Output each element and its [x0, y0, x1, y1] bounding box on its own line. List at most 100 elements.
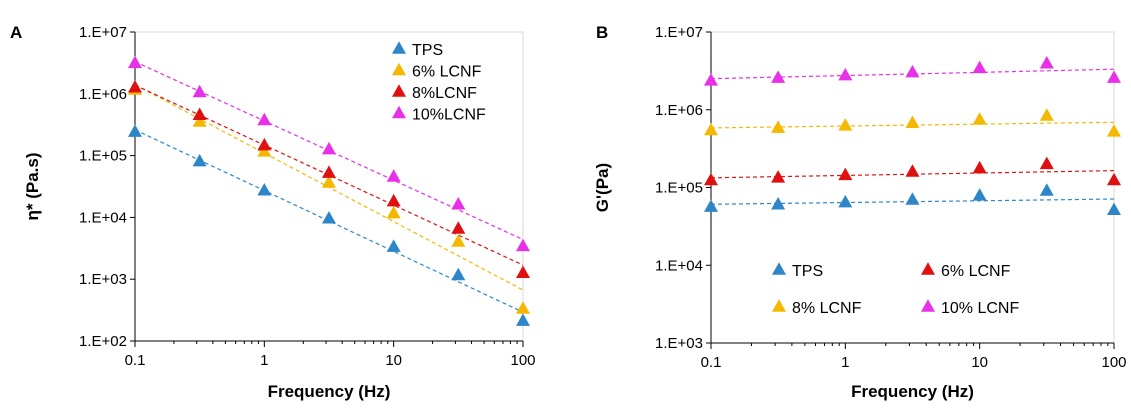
- y-tick-label: 1.E+06: [655, 102, 703, 119]
- series-10-lcnf: [128, 55, 530, 252]
- data-point: [838, 167, 853, 181]
- data-point: [257, 112, 272, 126]
- data-point: [451, 221, 466, 234]
- data-point: [704, 172, 718, 186]
- series-tps: [704, 183, 1121, 215]
- panel-letter: A: [10, 23, 22, 42]
- data-point: [905, 115, 920, 129]
- legend-label: 8% LCNF: [792, 300, 862, 317]
- data-point: [1039, 156, 1054, 170]
- y-tick-label: 1.E+07: [79, 24, 127, 41]
- y-tick-label: 1.E+07: [655, 24, 703, 41]
- data-point: [192, 107, 207, 120]
- data-point: [451, 267, 466, 281]
- x-tick-label: 1: [260, 352, 268, 369]
- x-tick-label: 10: [385, 352, 402, 369]
- data-point: [321, 141, 336, 155]
- data-point: [451, 234, 466, 247]
- y-tick-label: 1.E+06: [79, 86, 127, 103]
- data-point: [771, 70, 786, 83]
- legend-label: TPS: [792, 263, 823, 280]
- data-point: [128, 124, 142, 137]
- data-point: [516, 313, 530, 326]
- data-point: [192, 114, 207, 127]
- legend: TPS 6% LCNF 8%LCNF 10%LCNF: [392, 41, 486, 124]
- data-point: [321, 175, 336, 188]
- data-point: [128, 55, 142, 69]
- data-point: [386, 169, 401, 182]
- y-axis-title: G'(Pa): [593, 163, 612, 212]
- legend-marker: [392, 41, 406, 54]
- y-tick-label: 1.E+04: [655, 257, 703, 274]
- y-tick-label: 1.E+05: [655, 180, 703, 197]
- legend-label: 6% LCNF: [412, 64, 482, 81]
- y-tick-label: 1.E+04: [79, 209, 127, 226]
- y-tick-label: 1.E+02: [79, 333, 127, 350]
- x-tick-label: 0.1: [701, 354, 722, 371]
- data-point: [192, 153, 207, 167]
- x-axis-title: Frequency (Hz): [851, 382, 974, 401]
- data-point: [516, 301, 530, 314]
- series-6-lcnf: [704, 156, 1121, 186]
- legend-label: 6% LCNF: [941, 263, 1011, 280]
- data-point: [972, 160, 987, 174]
- series-10-lcnf: [704, 56, 1121, 86]
- panel-a: A 1.E+02 1.E+03 1.E+04 1.E+05 1.E+06 1.E+07 0.1…: [10, 23, 536, 401]
- data-point: [704, 199, 718, 212]
- legend-label: 8%LCNF: [412, 85, 477, 102]
- series-tps: [128, 124, 530, 326]
- data-point: [771, 120, 786, 133]
- data-point: [1107, 172, 1121, 186]
- series-8-lcnf: [128, 80, 530, 278]
- data-point: [128, 80, 142, 93]
- data-point: [972, 112, 987, 125]
- x-tick-label: 100: [1101, 354, 1126, 371]
- data-point: [704, 122, 718, 136]
- data-point: [771, 196, 786, 210]
- legend-label: TPS: [412, 42, 443, 59]
- data-point: [905, 192, 920, 205]
- legend-marker: [392, 105, 406, 119]
- data-point: [386, 193, 401, 207]
- legend-marker: [392, 84, 406, 97]
- data-point: [516, 238, 530, 252]
- data-point: [192, 84, 207, 98]
- plot-area-border: [710, 31, 1115, 344]
- data-point: [905, 64, 920, 78]
- data-point: [972, 60, 987, 74]
- legend-label: 10% LCNF: [941, 300, 1019, 317]
- x-tick-label: 0.1: [125, 352, 146, 369]
- data-point: [386, 239, 401, 252]
- x-tick-label: 1: [841, 354, 849, 371]
- data-point: [838, 67, 853, 81]
- legend: TPS 6% LCNF 8% LCNF 10% LCNF: [772, 262, 1019, 317]
- legend-marker: [772, 262, 786, 275]
- panel-letter: B: [596, 23, 608, 42]
- legend-marker: [392, 62, 406, 76]
- data-point: [838, 118, 853, 131]
- data-point: [771, 170, 786, 183]
- data-point: [386, 205, 401, 219]
- data-point: [1107, 124, 1121, 137]
- legend-marker: [921, 262, 935, 275]
- data-point: [1107, 70, 1121, 83]
- y-tick-label: 1.E+03: [655, 335, 703, 352]
- legend-marker: [921, 299, 935, 312]
- data-point: [972, 188, 987, 201]
- data-point: [1039, 108, 1054, 121]
- data-point: [905, 164, 920, 177]
- x-tick-label: 100: [510, 352, 535, 369]
- data-point: [257, 137, 272, 151]
- data-point: [451, 197, 466, 210]
- legend-marker: [772, 299, 786, 312]
- panel-b: B 1.E+03 1.E+04 1.E+05 1.E+06 1.E+07 0.1 1 10 100…: [593, 23, 1127, 401]
- series-8-lcnf: [704, 108, 1121, 137]
- data-point: [1039, 56, 1054, 69]
- data-point: [321, 211, 336, 224]
- data-point: [1107, 202, 1121, 215]
- x-axis-title: Frequency (Hz): [268, 382, 391, 401]
- x-tick-label: 10: [971, 354, 988, 371]
- data-point: [516, 265, 530, 278]
